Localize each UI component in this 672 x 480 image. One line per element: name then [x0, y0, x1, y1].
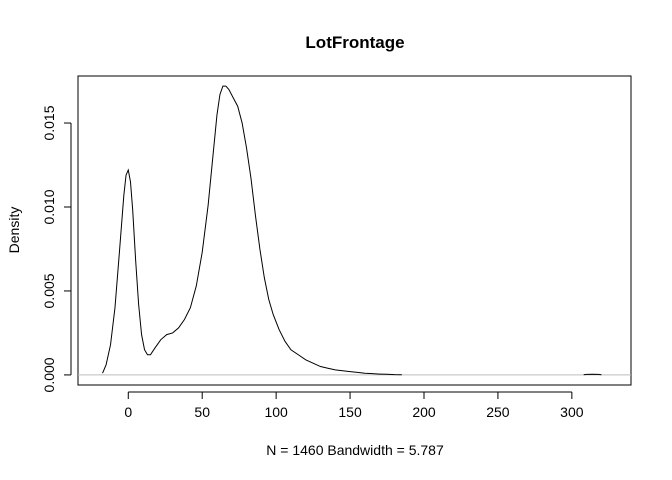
y-tick-label: 0.010	[41, 189, 57, 224]
density-curve-segment	[102, 85, 402, 376]
x-tick-label: 250	[486, 404, 510, 420]
y-axis: 0.000 0.005 0.010 0.015	[41, 105, 72, 392]
x-axis: 0 50 100 150 200 250 300	[124, 391, 584, 420]
x-tick-label: 150	[338, 404, 362, 420]
x-axis-label: N = 1460 Bandwidth = 5.787	[266, 442, 444, 458]
y-tick-label: 0.005	[41, 273, 57, 308]
x-tick-label: 300	[560, 404, 584, 420]
x-tick-label: 200	[412, 404, 436, 420]
y-tick-label: 0.000	[41, 357, 57, 392]
density-curve-segment	[583, 373, 602, 376]
y-tick-label: 0.015	[41, 105, 57, 140]
plot-frame	[77, 75, 632, 386]
y-axis-label: Density	[6, 207, 22, 254]
x-tick-label: 0	[124, 404, 132, 420]
x-tick-label: 50	[194, 404, 210, 420]
x-tick-label: 100	[264, 404, 288, 420]
density-curve-group	[102, 85, 602, 376]
chart-title: LotFrontage	[305, 33, 404, 52]
